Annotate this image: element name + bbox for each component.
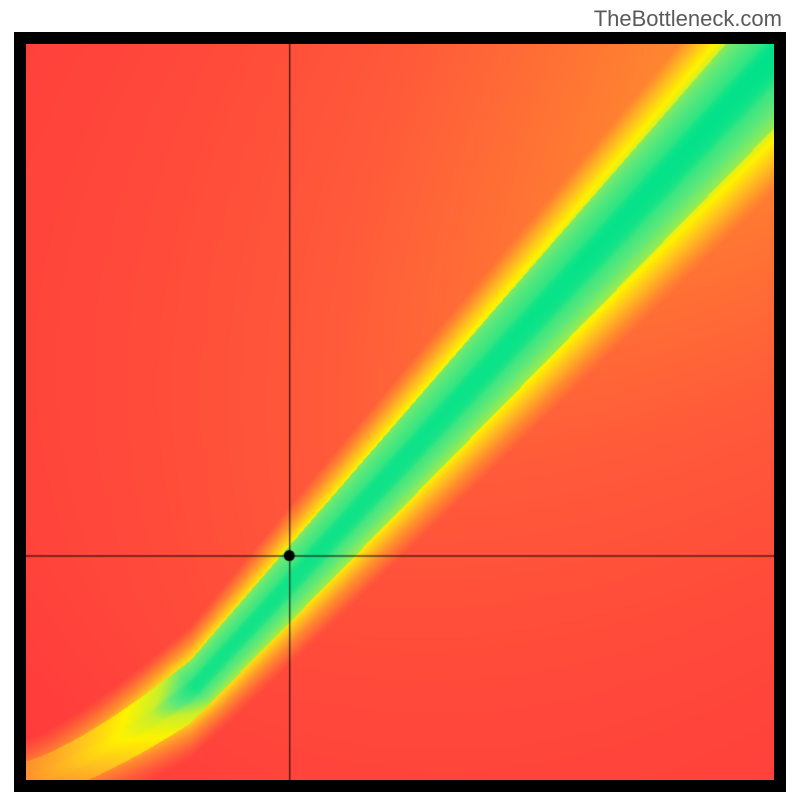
crosshair-overlay bbox=[26, 44, 774, 780]
chart-container: TheBottleneck.com bbox=[0, 0, 800, 800]
watermark-text: TheBottleneck.com bbox=[594, 6, 782, 32]
